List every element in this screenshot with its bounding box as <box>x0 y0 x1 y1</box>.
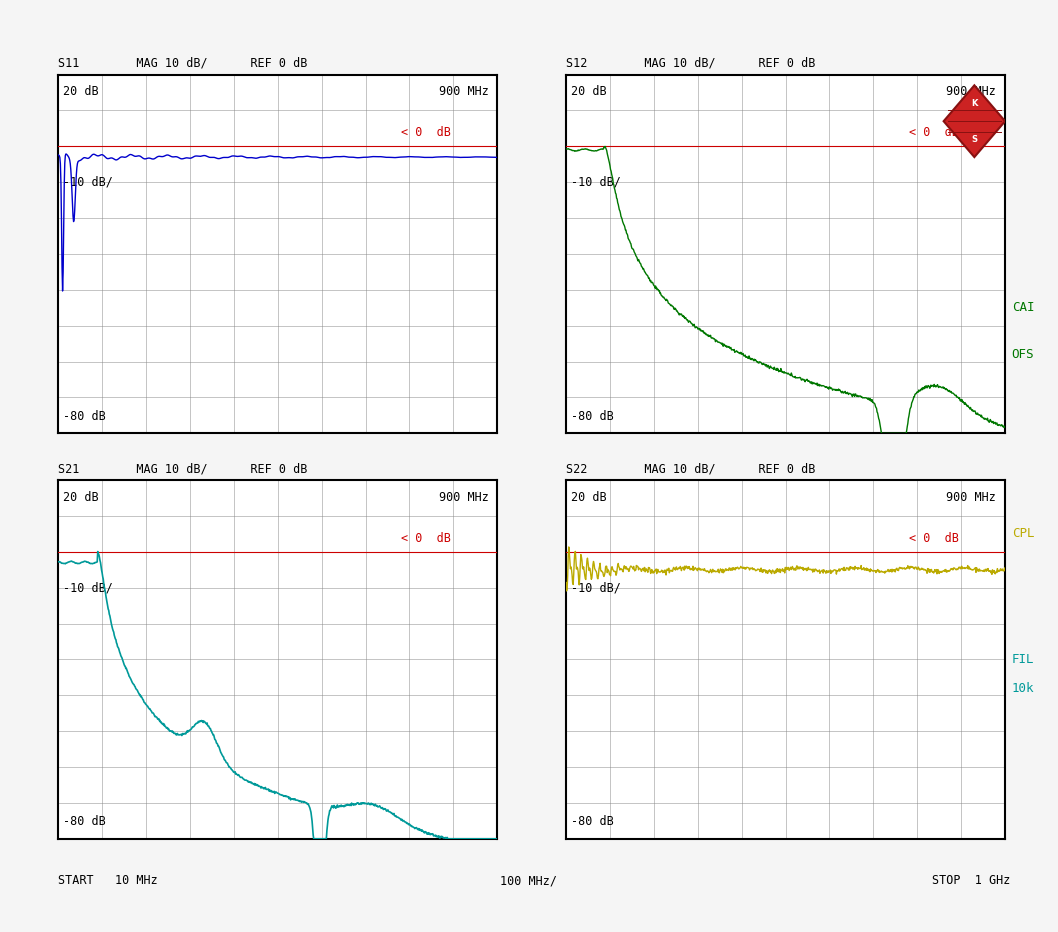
Text: CAI: CAI <box>1011 301 1034 314</box>
Text: < 0  dB: < 0 dB <box>909 126 959 139</box>
Text: < 0  dB: < 0 dB <box>401 531 451 544</box>
Text: 900 MHz: 900 MHz <box>439 491 489 503</box>
Text: 10k: 10k <box>1011 681 1034 694</box>
Text: START   10 MHz: START 10 MHz <box>58 874 158 887</box>
Text: S11        MAG 10 dB/      REF 0 dB: S11 MAG 10 dB/ REF 0 dB <box>58 57 308 70</box>
Text: S21        MAG 10 dB/      REF 0 dB: S21 MAG 10 dB/ REF 0 dB <box>58 462 308 475</box>
Text: K: K <box>971 99 978 108</box>
Text: -10 dB/: -10 dB/ <box>63 176 113 188</box>
Text: -80 dB: -80 dB <box>63 816 106 828</box>
Text: < 0  dB: < 0 dB <box>909 531 959 544</box>
Text: STOP  1 GHz: STOP 1 GHz <box>932 874 1010 887</box>
Text: CPL: CPL <box>1011 528 1034 541</box>
Text: < 0  dB: < 0 dB <box>401 126 451 139</box>
Text: -10 dB/: -10 dB/ <box>571 176 621 188</box>
Text: -10 dB/: -10 dB/ <box>571 582 621 594</box>
Text: FIL: FIL <box>1011 653 1034 665</box>
Text: 20 dB: 20 dB <box>63 491 99 503</box>
Text: -80 dB: -80 dB <box>571 410 614 422</box>
Text: 20 dB: 20 dB <box>571 86 607 98</box>
Text: -10 dB/: -10 dB/ <box>63 582 113 594</box>
Text: 900 MHz: 900 MHz <box>947 86 997 98</box>
Polygon shape <box>944 86 1005 158</box>
Text: S22        MAG 10 dB/      REF 0 dB: S22 MAG 10 dB/ REF 0 dB <box>566 462 816 475</box>
Text: 100 MHz/: 100 MHz/ <box>500 874 558 887</box>
Text: 900 MHz: 900 MHz <box>439 86 489 98</box>
Text: 900 MHz: 900 MHz <box>947 491 997 503</box>
Text: -80 dB: -80 dB <box>571 816 614 828</box>
Text: OFS: OFS <box>1011 348 1034 361</box>
Text: 20 dB: 20 dB <box>63 86 99 98</box>
Text: S12        MAG 10 dB/      REF 0 dB: S12 MAG 10 dB/ REF 0 dB <box>566 57 816 70</box>
Text: 20 dB: 20 dB <box>571 491 607 503</box>
Text: -80 dB: -80 dB <box>63 410 106 422</box>
Text: S: S <box>971 134 978 144</box>
